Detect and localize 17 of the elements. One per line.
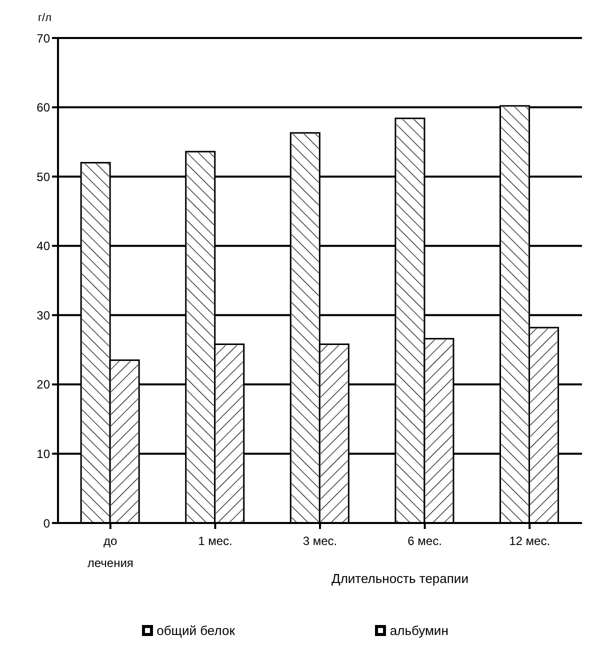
y-tick-label: 30: [36, 308, 50, 322]
legend-label: альбумин: [390, 623, 448, 638]
x-tick-label: 6 мес.: [408, 534, 442, 548]
x-tick-label: 3 мес.: [302, 534, 338, 548]
x-tick-label: до лечения: [87, 534, 134, 570]
y-tick-label: 50: [36, 170, 50, 184]
x-tick-label: 12 мес.: [509, 534, 550, 548]
y-tick-label: 70: [36, 31, 50, 46]
y-tick-label: 10: [36, 446, 50, 461]
y-axis-title: г/л: [38, 12, 52, 24]
y-tick-label: 0: [43, 516, 50, 530]
y-tick-label: 60: [36, 100, 50, 115]
x-axis-title: Длительность терапии: [332, 571, 468, 586]
y-tick-label: 20: [36, 378, 50, 392]
y-tick-label: 40: [36, 239, 50, 254]
x-tick-label: 1 мес.: [198, 534, 232, 548]
legend-label: общий белок: [156, 623, 235, 638]
